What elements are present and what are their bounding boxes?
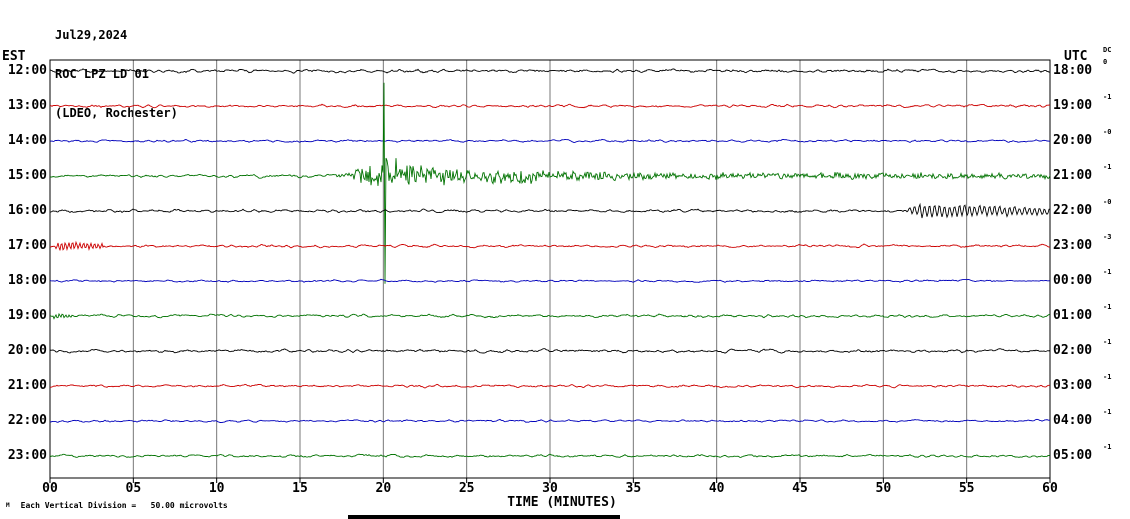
x-axis-title: TIME (MINUTES) [507,495,617,510]
utc-hour-label: 00:00 [1053,273,1093,288]
est-hour-label: 19:00 [7,308,47,323]
utc-hour-label: 02:00 [1053,343,1093,358]
dc-value: -1 [1103,373,1112,381]
seismogram-trace [49,103,1051,109]
left-axis-label: EST [2,49,26,64]
est-hour-label: 16:00 [7,203,47,218]
scale-note: M Each Vertical Division = 50.00 microvol… [6,501,228,510]
utc-hour-label: 05:00 [1053,448,1093,463]
utc-hour-label: 23:00 [1053,238,1093,253]
dc-value: 0 [1103,58,1108,66]
x-tick-label: 10 [208,481,225,496]
bottom-bar [348,515,620,519]
est-hour-label: 15:00 [7,168,47,183]
seismogram-trace [49,68,1051,74]
x-tick-label: 45 [792,481,808,496]
est-hour-label: 22:00 [7,413,47,428]
est-hour-label: 17:00 [7,238,47,253]
x-tick-label: 05 [125,481,142,496]
est-hour-label: 20:00 [7,343,47,358]
dc-value: -0 [1103,128,1112,136]
seismogram-trace [49,82,1051,284]
x-tick-label: 55 [958,481,975,496]
utc-hour-label: 18:00 [1053,63,1093,78]
dc-value: -1 [1103,93,1112,101]
est-hour-label: 21:00 [7,378,47,393]
header-network: (LDEO, Rochester) [55,106,178,120]
dc-value: -1 [1103,408,1112,416]
est-hour-label: 18:00 [7,273,47,288]
utc-hour-label: 22:00 [1053,203,1093,218]
est-hour-label: 13:00 [7,98,47,113]
utc-hour-label: 20:00 [1053,133,1093,148]
dc-value: -1 [1103,303,1112,311]
utc-hour-label: 03:00 [1053,378,1093,393]
dc-value: -3 [1103,233,1112,241]
dc-column-label: DC [1103,46,1112,54]
seismogram-trace [49,453,1051,458]
est-hour-label: 12:00 [7,63,47,78]
x-tick-label: 60 [1042,481,1058,496]
seismogram-trace [49,240,1050,252]
x-tick-label: 40 [708,481,725,496]
seismogram-trace [49,348,1051,354]
scale-note-text: Each Vertical Division = 50.00 microvolt… [20,501,228,510]
header-date: Jul29,2024 [55,28,128,42]
utc-hour-label: 04:00 [1053,413,1093,428]
seismogram-trace [49,202,1051,219]
x-tick-label: 20 [375,481,392,496]
x-tick-label: 15 [292,481,308,496]
x-tick-label: 35 [625,481,642,496]
dc-value: -1 [1103,338,1112,346]
dc-value: -1 [1103,268,1112,276]
seismogram-trace [49,278,1051,283]
scale-mark: M [6,502,10,509]
x-tick-label: 50 [875,481,892,496]
dc-value: -0 [1103,198,1112,206]
dc-value: -1 [1103,163,1112,171]
est-hour-label: 14:00 [7,133,47,148]
seismogram-trace [49,418,1051,424]
utc-hour-label: 21:00 [1053,168,1093,183]
seismogram-trace [50,383,1051,389]
seismogram-trace [49,138,1050,144]
right-axis-label: UTC [1064,49,1088,64]
seismogram-trace [49,312,1051,320]
est-hour-label: 23:00 [7,448,47,463]
dc-value: -1 [1103,443,1112,451]
utc-hour-label: 01:00 [1053,308,1093,323]
x-tick-label: 30 [542,481,558,496]
x-tick-label: 00 [42,481,58,496]
utc-hour-label: 19:00 [1053,98,1093,113]
x-tick-label: 25 [458,481,475,496]
